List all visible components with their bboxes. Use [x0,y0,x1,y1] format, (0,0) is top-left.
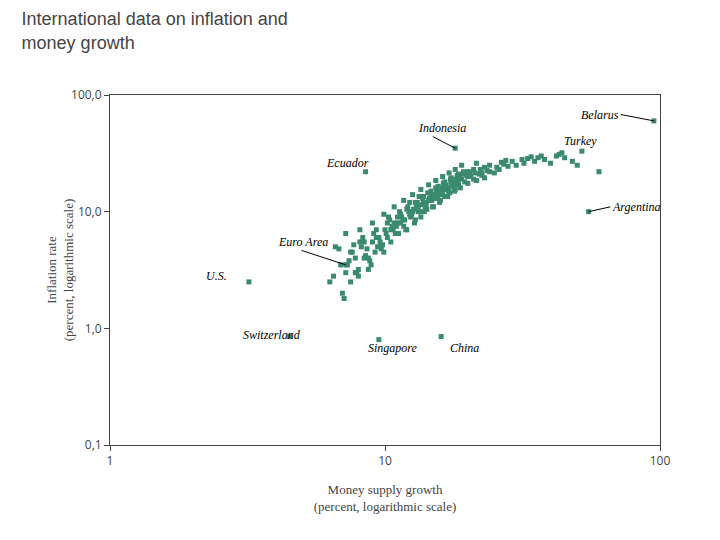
svg-text:Singapore: Singapore [368,341,418,355]
svg-text:Euro Area: Euro Area [278,235,328,249]
svg-text:Turkey: Turkey [564,134,597,148]
svg-text:Inflation rate(percent, logari: Inflation rate(percent, logarithmic scal… [44,199,76,342]
svg-text:Indonesia: Indonesia [418,121,466,135]
svg-text:Argentina: Argentina [612,200,661,214]
svg-text:Belarus: Belarus [581,108,619,122]
svg-text:U.S.: U.S. [206,269,227,283]
svg-text:100,0: 100,0 [71,86,102,103]
svg-text:10,0: 10,0 [78,203,102,220]
svg-text:China: China [450,341,479,355]
svg-text:1,0: 1,0 [85,320,102,337]
svg-text:0,1: 0,1 [85,436,102,453]
svg-text:1: 1 [107,452,114,469]
svg-text:100: 100 [650,452,671,469]
svg-text:Ecuador: Ecuador [326,156,369,170]
svg-text:International data on inflatio: International data on inflation andmoney… [22,9,288,52]
svg-text:Switzerland: Switzerland [243,328,301,342]
svg-text:Money supply growth(percent, l: Money supply growth(percent, logarithmic… [314,482,457,514]
svg-text:10: 10 [378,452,392,469]
